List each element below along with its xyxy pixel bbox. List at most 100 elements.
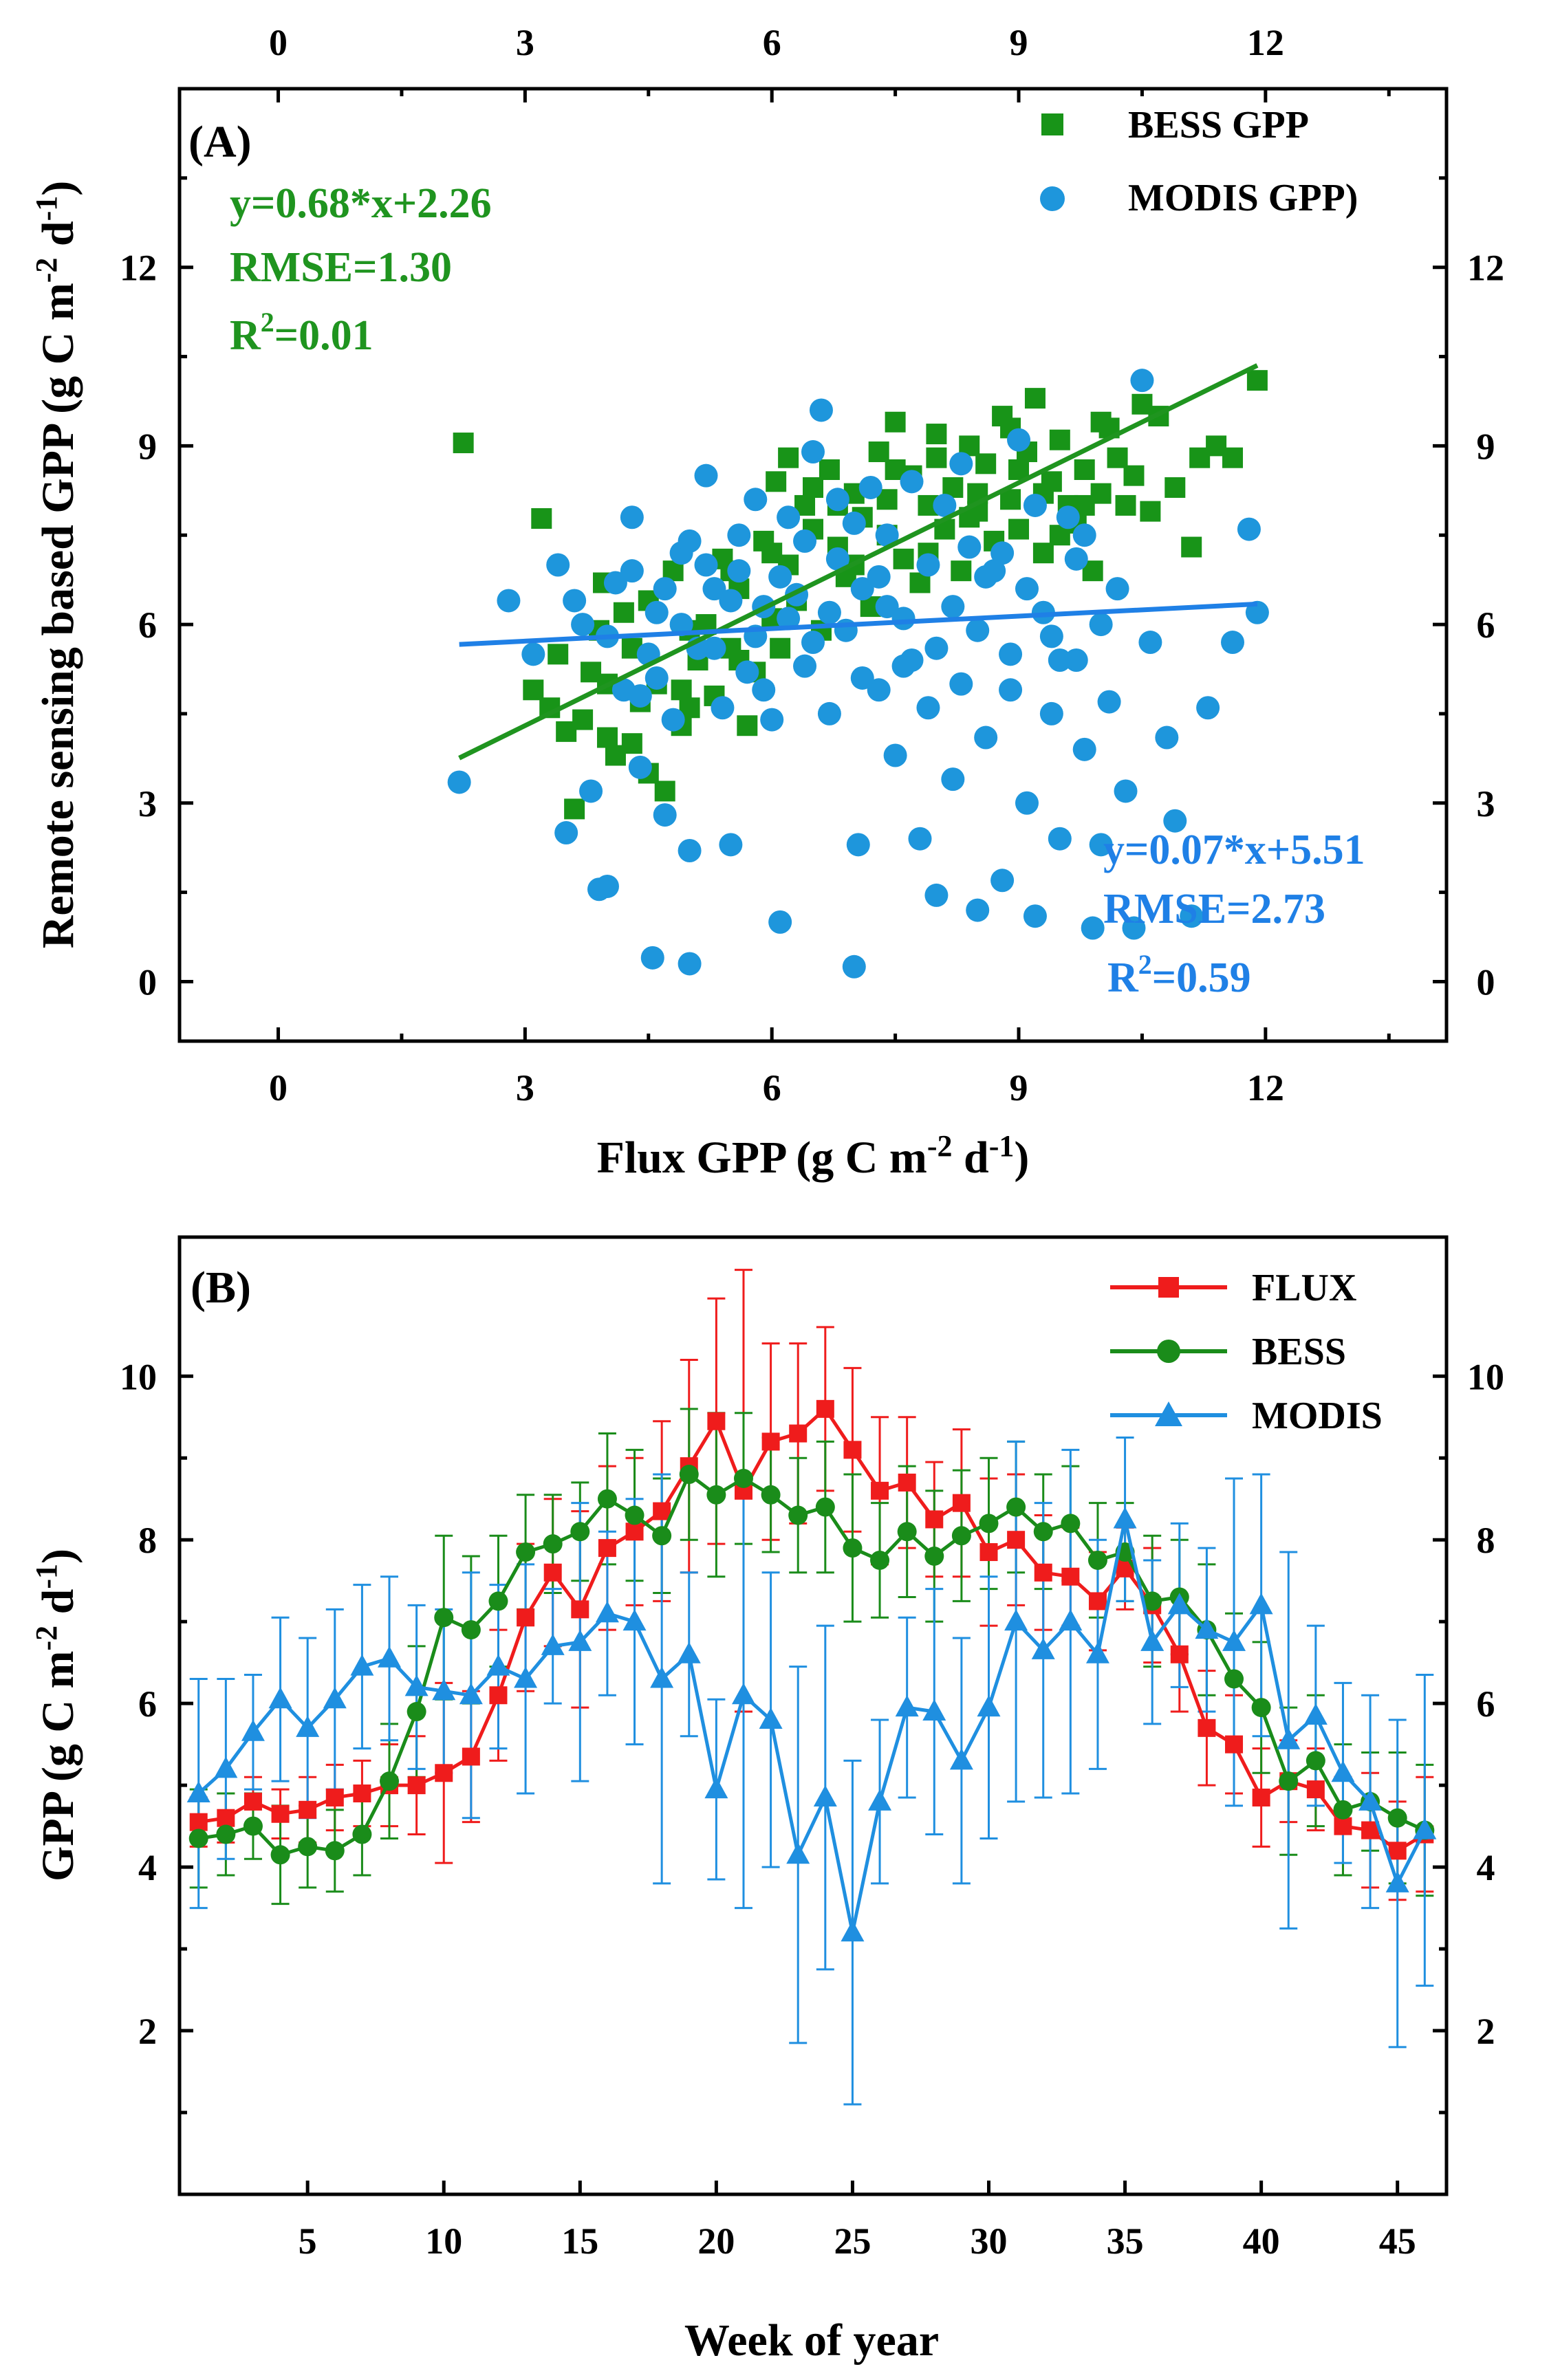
bess-point	[1140, 501, 1161, 522]
modis-point	[793, 529, 817, 553]
modis-point	[669, 613, 693, 637]
bess-marker	[815, 1497, 835, 1517]
panel-b-series	[186, 1269, 1437, 2106]
modis-point	[694, 553, 718, 577]
a-x-tick-label-bottom: 6	[763, 1067, 781, 1109]
flux-marker	[243, 1792, 262, 1811]
bess-point	[613, 602, 634, 623]
modis-marker	[731, 1683, 755, 1705]
b-x-tick-label: 25	[834, 2220, 871, 2262]
legend-modis-triangle	[1155, 1401, 1182, 1426]
bess-point	[819, 459, 840, 480]
modis-r2: R2=0.59	[1107, 949, 1251, 1001]
b-y-tick-label-right: 6	[1477, 1683, 1495, 1725]
a-x-tick-label-top: 3	[516, 22, 534, 63]
bess-marker	[979, 1514, 999, 1533]
modis-point	[842, 954, 866, 979]
modis-point	[916, 696, 940, 720]
bess-point	[1181, 536, 1202, 558]
legend-modis-line-label: MODIS	[1252, 1395, 1383, 1437]
bess-marker	[380, 1771, 400, 1791]
bess-point	[1107, 447, 1128, 468]
b-y-tick-label-left: 4	[138, 1847, 157, 1888]
modis-marker	[241, 1719, 265, 1741]
flux-marker	[952, 1494, 971, 1512]
modis-point	[678, 529, 702, 553]
modis-marker	[868, 1789, 892, 1811]
panel-a-frame	[177, 87, 1449, 1043]
b-x-tick-label: 10	[425, 2220, 462, 2262]
modis-marker	[1277, 1727, 1301, 1749]
b-x-tick-label: 20	[697, 2220, 735, 2262]
bess-marker	[570, 1522, 590, 1542]
bess-marker	[434, 1608, 454, 1628]
modis-point	[1221, 631, 1245, 655]
a-y-tick-label-left: 3	[138, 783, 157, 825]
b-x-tick-label: 15	[561, 2220, 598, 2262]
bess-marker	[1279, 1771, 1299, 1791]
modis-marker	[568, 1629, 592, 1651]
flux-marker	[543, 1563, 562, 1582]
flux-marker	[789, 1424, 808, 1443]
flux-marker	[1334, 1817, 1352, 1835]
modis-point	[579, 779, 603, 803]
bess-point	[975, 453, 997, 474]
bess-point	[596, 727, 618, 748]
bess-marker	[625, 1505, 644, 1525]
modis-point	[554, 821, 578, 845]
bess-marker	[1333, 1800, 1353, 1820]
modis-point	[842, 511, 866, 535]
bess-equation: y=0.68*x+2.26	[230, 180, 492, 227]
bess-point	[766, 471, 787, 492]
modis-point	[850, 666, 874, 690]
bess-marker	[188, 1828, 208, 1848]
flux-marker	[271, 1804, 290, 1823]
flux-marker	[517, 1608, 535, 1627]
legend-bess-marker	[1041, 113, 1063, 135]
bess-marker	[216, 1824, 236, 1844]
bess-point	[564, 798, 585, 820]
flux-marker	[1388, 1842, 1407, 1860]
modis-marker	[1059, 1609, 1083, 1631]
legend-flux-label: FLUX	[1252, 1267, 1356, 1309]
modis-point	[817, 600, 841, 624]
modis-point	[1105, 577, 1129, 601]
panel-a-scatter: 0 0 3 3 6 6 9 9 12 12 0 0 3 3 6 6 9 9 12 12 (A) BESS GPP MO…	[30, 22, 1504, 1183]
modis-point	[1007, 428, 1031, 452]
modis-point	[1196, 696, 1220, 720]
b-y-tick-label-right: 8	[1477, 1520, 1495, 1561]
modis-point	[801, 440, 825, 464]
bess-marker	[1033, 1522, 1053, 1542]
flux-marker	[979, 1543, 998, 1562]
modis-point	[1072, 523, 1096, 547]
bess-point	[531, 507, 552, 529]
modis-point	[744, 488, 768, 512]
modis-point	[1130, 369, 1154, 393]
bess-scatter-points	[453, 370, 1268, 820]
bess-marker	[843, 1538, 863, 1558]
modis-scatter-points	[447, 369, 1269, 979]
flux-marker	[489, 1686, 508, 1705]
modis-point	[1048, 648, 1072, 672]
a-y-tick-label-left: 0	[138, 961, 157, 1003]
modis-marker	[404, 1674, 429, 1696]
modis-point	[850, 577, 874, 601]
legend-bess-circle	[1157, 1340, 1180, 1363]
modis-point	[1064, 547, 1088, 571]
flux-series	[189, 1399, 1434, 1860]
modis-point	[768, 910, 792, 934]
modis-point	[628, 755, 652, 779]
flux-marker	[1061, 1567, 1080, 1586]
modis-point	[867, 678, 891, 702]
modis-point	[933, 493, 957, 517]
flux-marker	[625, 1522, 644, 1541]
modis-point	[924, 636, 949, 660]
bess-marker	[679, 1465, 699, 1485]
modis-point	[891, 654, 916, 678]
modis-marker	[1303, 1703, 1328, 1725]
bess-point	[453, 433, 474, 454]
bess-marker	[407, 1702, 426, 1722]
modis-point	[1097, 690, 1121, 714]
bess-marker	[733, 1468, 753, 1488]
a-x-tick-label-bottom: 3	[516, 1067, 534, 1109]
